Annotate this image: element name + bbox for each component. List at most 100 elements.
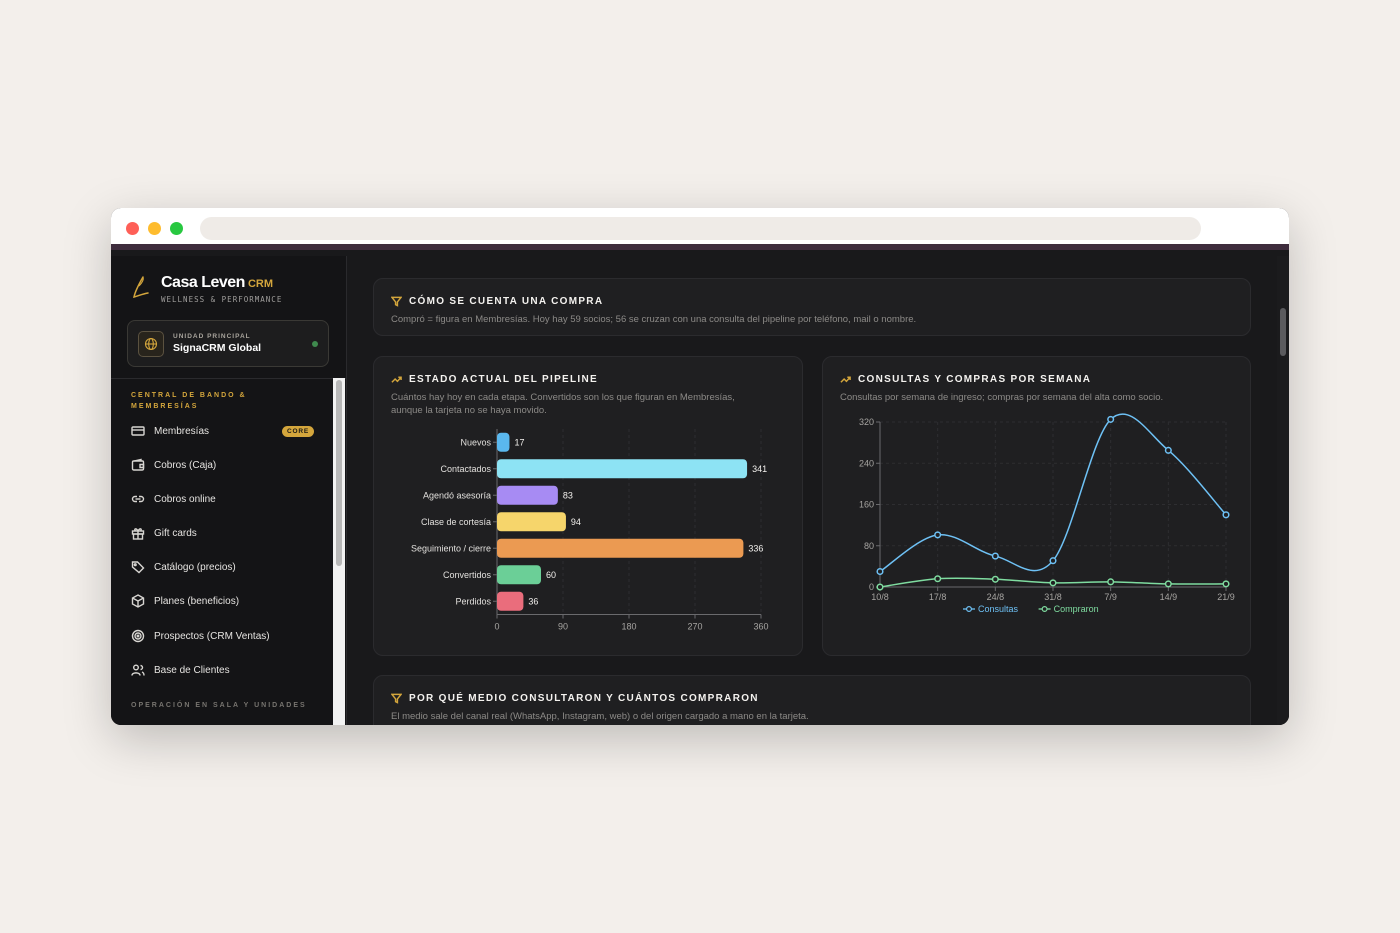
- bar-value-label: 36: [528, 596, 538, 606]
- filter-icon: [391, 693, 402, 704]
- sidebar-item-gift-cards[interactable]: Gift cards: [131, 523, 321, 543]
- x-tick-label: 270: [687, 622, 702, 632]
- y-tick-label: 160: [859, 500, 874, 510]
- weekly-line-chart: 0 80 160 240 320 10/8 17/8 24/8 31/8 7/9 14/9 21/9 C…: [859, 413, 1235, 614]
- legend-swatch-marker: [1041, 606, 1048, 613]
- address-bar[interactable]: [200, 217, 1201, 240]
- x-tick-label: 31/8: [1044, 592, 1062, 602]
- sidebar-scrollbar[interactable]: [333, 378, 345, 725]
- category-label: Convertidos: [443, 570, 492, 580]
- x-tick-label: 21/9: [1217, 592, 1235, 602]
- x-tick-label: 24/8: [987, 592, 1005, 602]
- bar: [497, 591, 524, 611]
- card-title-text: CÓMO SE CUENTA UNA COMPRA: [409, 296, 604, 307]
- sidebar-item-prospectos[interactable]: Prospectos (CRM Ventas): [131, 626, 321, 646]
- brand[interactable]: Casa Leven CRM WELLNESS & PERFORMANCE: [129, 274, 282, 304]
- category-label: Agendó asesoría: [423, 490, 491, 500]
- card-title: POR QUÉ MEDIO CONSULTARON Y CUÁNTOS COMP…: [391, 693, 759, 704]
- card-description: El medio sale del canal real (WhatsApp, …: [391, 711, 809, 722]
- brand-tagline: WELLNESS & PERFORMANCE: [161, 295, 283, 304]
- sidebar-divider: [111, 378, 346, 379]
- sidebar-item-label: Catálogo (precios): [154, 561, 236, 573]
- bar: [497, 565, 541, 585]
- bar-value-label: 17: [514, 437, 524, 447]
- data-point: [1164, 580, 1172, 588]
- sidebar-item-membresias[interactable]: Membresías CORE: [131, 421, 321, 441]
- trend-up-icon: [391, 376, 402, 383]
- maximize-window-button[interactable]: [170, 222, 183, 235]
- card-title: ESTADO ACTUAL DEL PIPELINE: [391, 374, 598, 385]
- bar-value-label: 336: [748, 543, 763, 553]
- brand-name: Casa Leven: [161, 274, 245, 291]
- legend-label: Consultas: [978, 604, 1019, 614]
- data-point: [991, 552, 999, 560]
- bar: [497, 459, 748, 479]
- data-point: [1107, 578, 1115, 586]
- nav-section-operacion: OPERACIÓN EN SALA Y UNIDADES: [131, 702, 307, 709]
- bar-value-label: 341: [752, 464, 767, 474]
- sidebar-item-label: Gift cards: [154, 527, 197, 539]
- browser-titlebar: [111, 208, 1289, 250]
- sidebar-item-catalogo[interactable]: Catálogo (precios): [131, 557, 321, 577]
- browser-window: Casa Leven CRM WELLNESS & PERFORMANCE UNI…: [111, 208, 1289, 725]
- medium-card: POR QUÉ MEDIO CONSULTARON Y CUÁNTOS COMP…: [373, 675, 1251, 725]
- card-icon: [131, 426, 145, 436]
- trend-up-icon: [840, 376, 851, 383]
- sidebar-item-cobros-caja[interactable]: Cobros (Caja): [131, 455, 321, 475]
- sidebar-item-label: Cobros (Caja): [154, 459, 217, 471]
- series-line: [879, 413, 1227, 573]
- x-tick-label: 180: [621, 622, 636, 632]
- sidebar-scrollbar-thumb[interactable]: [336, 380, 342, 566]
- sidebar-item-base-clientes[interactable]: Base de Clientes: [131, 660, 321, 680]
- data-point: [1107, 415, 1115, 423]
- link-icon: [131, 495, 145, 503]
- x-tick-label: 17/8: [929, 592, 947, 602]
- x-tick-label: 14/9: [1160, 592, 1178, 602]
- bar-value-label: 94: [571, 517, 581, 527]
- data-point: [1164, 446, 1172, 454]
- main-content: CÓMO SE CUENTA UNA COMPRA Compró = figur…: [347, 256, 1289, 725]
- unit-selector[interactable]: UNIDAD PRINCIPAL SignaCRM Global: [127, 320, 329, 367]
- x-tick-label: 10/8: [871, 592, 889, 602]
- sidebar: Casa Leven CRM WELLNESS & PERFORMANCE UNI…: [111, 256, 347, 725]
- x-tick-label: 90: [558, 622, 568, 632]
- data-point: [934, 575, 942, 583]
- sidebar-item-cobros-online[interactable]: Cobros online: [131, 489, 321, 509]
- data-point: [876, 583, 884, 591]
- category-label: Contactados: [440, 464, 491, 474]
- x-tick-label: 7/9: [1104, 592, 1117, 602]
- nav-section-membresias: CENTRAL DE BANDO & MEMBRESÍAS: [131, 392, 247, 410]
- data-point: [1222, 580, 1230, 588]
- sidebar-item-label: Membresías: [154, 425, 210, 437]
- card-description-line: aunque la tarjeta no se haya movido.: [391, 405, 547, 416]
- data-point: [1049, 557, 1057, 565]
- sidebar-item-planes[interactable]: Planes (beneficios): [131, 591, 321, 611]
- purchase-info-card: CÓMO SE CUENTA UNA COMPRA Compró = figur…: [373, 278, 1251, 336]
- main-scrollbar[interactable]: [1277, 256, 1289, 725]
- box-icon: [131, 594, 145, 608]
- bar: [497, 538, 744, 558]
- data-point: [1222, 511, 1230, 519]
- data-point: [876, 567, 884, 576]
- y-tick-label: 240: [859, 458, 874, 468]
- category-label: Perdidos: [455, 596, 491, 606]
- sidebar-item-label: Prospectos (CRM Ventas): [154, 630, 270, 642]
- bar-value-label: 83: [563, 490, 573, 500]
- card-description: Cuántos hay hoy en cada etapa. Convertid…: [391, 391, 735, 417]
- sidebar-item-label: Cobros online: [154, 493, 216, 505]
- data-point: [991, 575, 999, 583]
- tag-icon: [131, 561, 145, 574]
- category-label: Clase de cortesía: [421, 517, 491, 527]
- close-window-button[interactable]: [126, 222, 139, 235]
- x-tick-label: 0: [494, 622, 499, 632]
- target-icon: [131, 629, 145, 643]
- data-point: [1049, 579, 1057, 587]
- data-point: [934, 531, 942, 539]
- minimize-window-button[interactable]: [148, 222, 161, 235]
- unit-status-indicator: [312, 341, 318, 347]
- bar: [497, 512, 566, 532]
- card-title-text: POR QUÉ MEDIO CONSULTARON Y CUÁNTOS COMP…: [409, 693, 759, 704]
- card-title: CONSULTAS Y COMPRAS POR SEMANA: [840, 374, 1091, 385]
- unit-label: UNIDAD PRINCIPAL: [173, 333, 251, 340]
- main-scrollbar-thumb[interactable]: [1280, 308, 1286, 356]
